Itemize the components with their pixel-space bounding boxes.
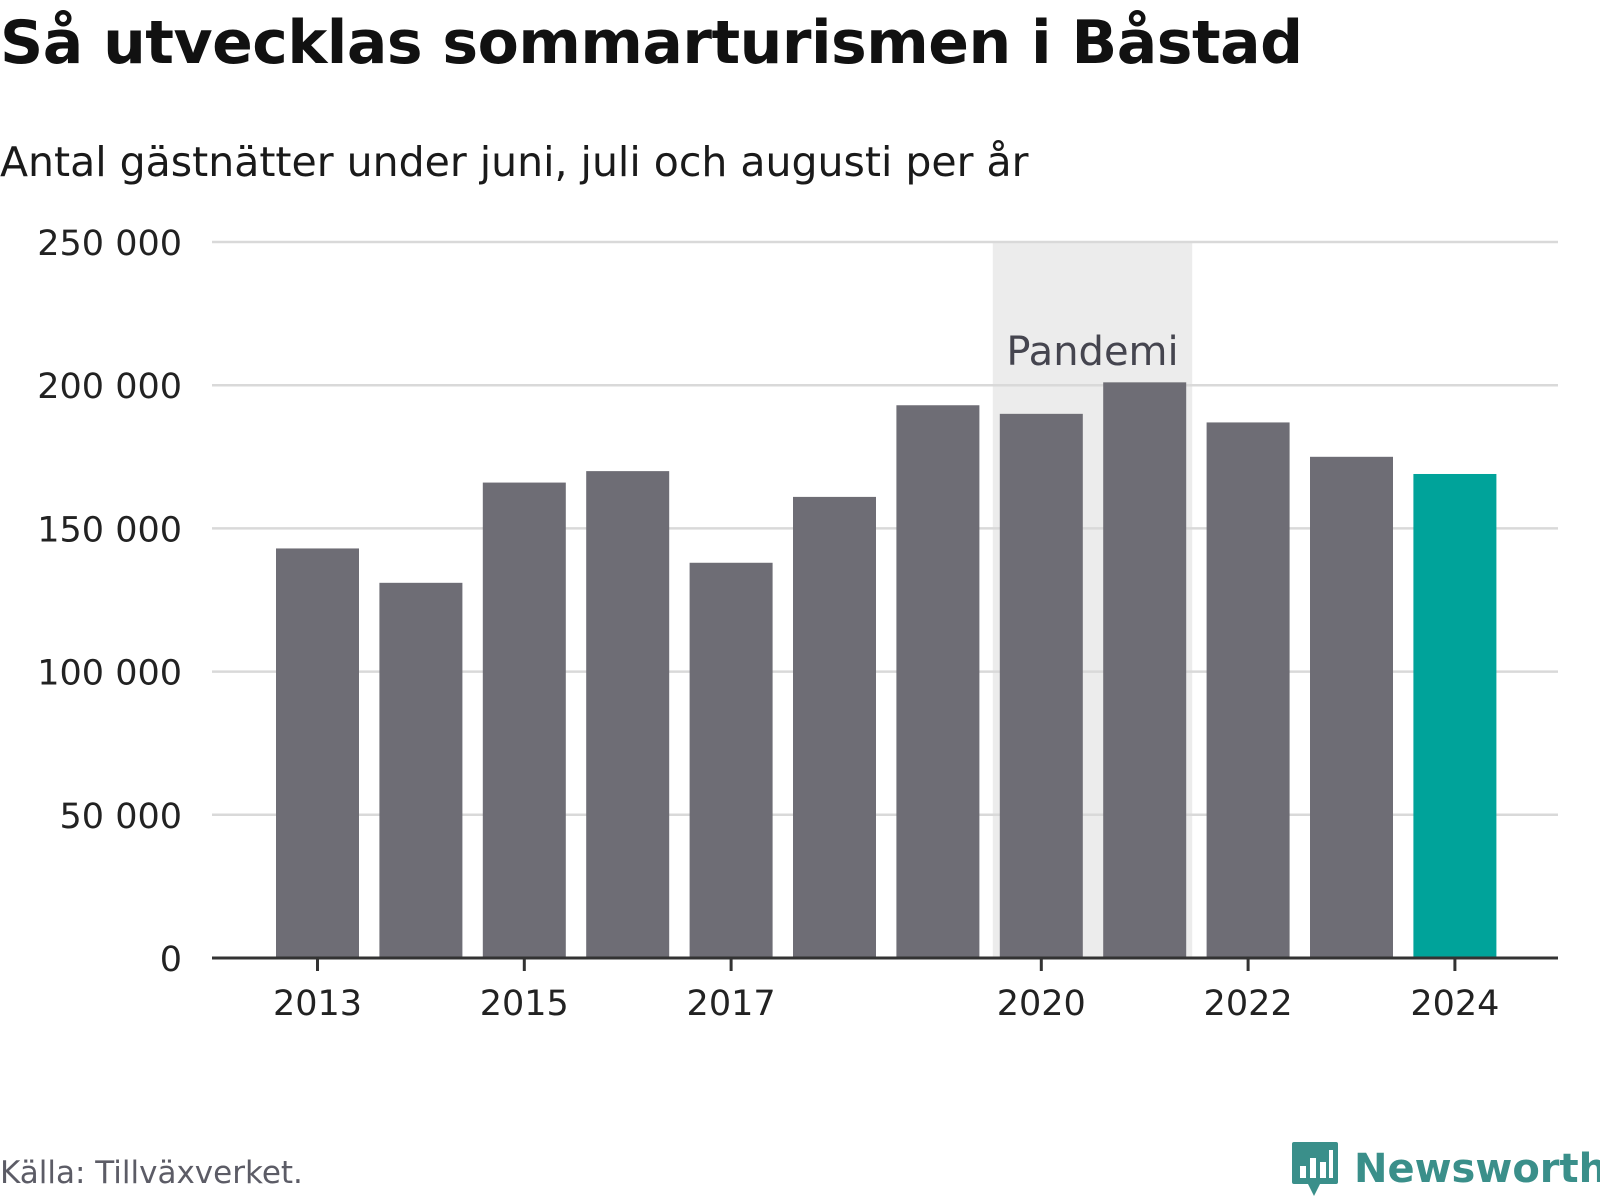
bar-2020 [999,413,1083,959]
bar-chart: 2013 2015 2017 2020 2022 2024 0 50 000 100 000 15… [37,224,1558,1024]
bar-2019 [896,405,980,958]
chart-subtitle: Antal gästnätter under juni, juli och au… [0,138,1029,186]
bar-2018 [793,496,876,958]
bar-2014 [379,582,463,958]
bar-2023 [1310,456,1393,958]
x-tick-label: 2015 [480,984,569,1024]
y-tick-label: 0 [160,940,182,980]
x-tick-label: 2013 [273,984,362,1024]
bar-2021 [1103,382,1187,958]
bar-2022 [1206,422,1290,958]
y-tick-label: 250 000 [37,224,182,264]
brand-name: Newsworthy [1354,1146,1600,1192]
bar-2015 [482,482,566,958]
y-tick-label: 200 000 [37,367,182,407]
x-tick-label: 2022 [1204,984,1293,1024]
axes [212,956,1558,971]
chart-title: Så utvecklas sommarturismen i Båstad [0,8,1303,78]
bar-2013 [276,548,359,958]
bar-2016 [586,471,670,958]
x-tick-label: 2020 [997,984,1086,1024]
y-tick-label: 50 000 [60,797,182,837]
y-tick-label: 100 000 [37,654,182,694]
x-tick-label: 2017 [687,984,776,1024]
y-tick-label: 150 000 [37,510,182,550]
newsworthy-brand: Newsworthy [1290,1140,1600,1198]
pandemic-label: Pandemi [1006,329,1178,375]
newsworthy-logo-icon [1292,1142,1338,1196]
x-tick-label: 2024 [1410,984,1499,1024]
source-note: Källa: Tillväxverket. [0,1155,303,1191]
bar-2017 [689,562,773,958]
bars [276,382,1497,959]
bar-2024 [1413,473,1497,958]
labels: 2013 2015 2017 2020 2022 2024 0 50 000 100 000 15… [37,224,1499,1024]
